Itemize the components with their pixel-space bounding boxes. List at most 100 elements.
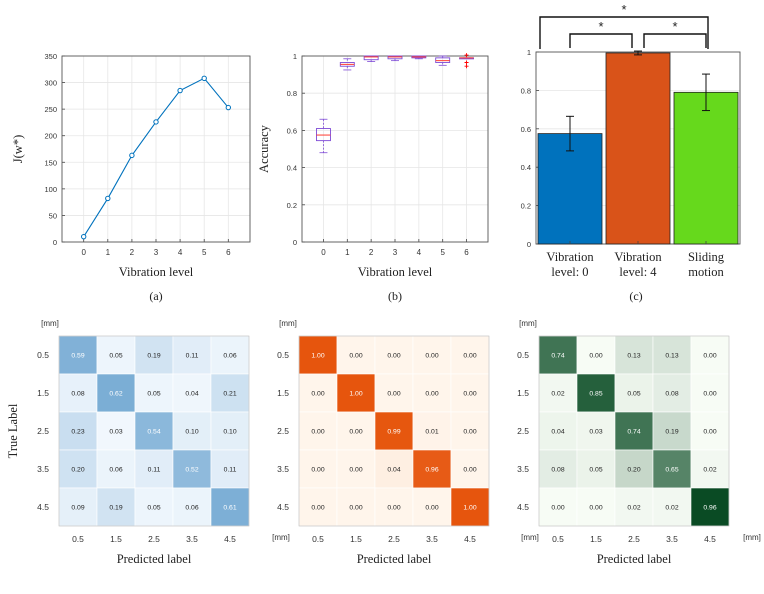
panel-e-confusion-matrix-cell-value: 0.00 — [311, 429, 324, 436]
panel-e-confusion-matrix-cell — [374, 373, 414, 413]
panel-e-confusion-matrix-cell-value: 0.00 — [349, 353, 362, 360]
panel-f-confusion-matrix-cell-value: 0.05 — [589, 467, 602, 474]
panel-b-xtick-label: 3 — [393, 248, 398, 257]
panel-e-confusion-matrix-cell — [336, 449, 376, 489]
panel-e-confusion-matrix-cell — [374, 449, 414, 489]
panel-f-confusion-matrix-frame — [538, 335, 730, 527]
panel-d-confusion-matrix-cell-value: 0.54 — [147, 429, 160, 436]
panel-d-confusion-matrix-frame — [58, 335, 250, 527]
panel-f-confusion-matrix-cell — [690, 373, 730, 413]
panel-d-confusion-matrix-cell-value: 0.10 — [185, 429, 198, 436]
panel-e-confusion-matrix-cell-value: 0.00 — [349, 505, 362, 512]
panel-c-category-label: level: 0 — [551, 265, 588, 279]
panel-b-xtick-label: 2 — [369, 248, 374, 257]
panel-f-confusion-matrix-cell-value: 0.02 — [703, 467, 716, 474]
panel-e-confusion-matrix-cell — [450, 373, 490, 413]
panel-a-ytick-label: 350 — [44, 52, 57, 61]
panel-e-confusion-matrix-cell-value: 0.00 — [349, 467, 362, 474]
panel-a-xtick-label: 1 — [106, 248, 111, 257]
panel-e-confusion-matrix: 1.00 0.00 0.00 0.00 0.00 0.00 1.00 0.00 0.00 0.00… — [277, 319, 539, 566]
panel-f-confusion-matrix-cell-value: 0.08 — [665, 391, 678, 398]
panel-c-significance-star: * — [672, 19, 677, 34]
panel-f-confusion-matrix-ytick-label: 0.5 — [517, 350, 529, 360]
panel-f-confusion-matrix-cell-value: 0.04 — [551, 429, 564, 436]
panel-d-confusion-matrix-xlabel: Predicted label — [117, 552, 192, 566]
panel-f-confusion-matrix-ytick-label: 4.5 — [517, 502, 529, 512]
panel-e-confusion-matrix-cell — [298, 411, 338, 451]
panel-f-confusion-matrix-xtick-label: 1.5 — [590, 534, 602, 544]
panel-f-confusion-matrix-cell-value: 0.00 — [703, 429, 716, 436]
panel-d-confusion-matrix-cell — [134, 487, 174, 527]
panel-e-confusion-matrix-cell — [412, 411, 452, 451]
panel-b-outlier — [464, 64, 469, 69]
panel-d-confusion-matrix-xtick-label: 2.5 — [148, 534, 160, 544]
panel-a-ytick-label: 200 — [44, 132, 57, 141]
panel-f-confusion-matrix-cell-value: 0.74 — [551, 353, 564, 360]
panel-d-confusion-matrix-xtick-label: 4.5 — [224, 534, 236, 544]
panel-a-xtick-label: 0 — [81, 248, 86, 257]
panel-d-confusion-matrix-unit-y: [mm] — [41, 319, 59, 328]
panel-e-confusion-matrix-cell-value: 1.00 — [349, 391, 362, 398]
panel-c-significance-bracket — [539, 16, 709, 49]
panel-e-confusion-matrix-cell-value: 0.00 — [463, 353, 476, 360]
panel-e-confusion-matrix-cell-value: 1.00 — [463, 505, 476, 512]
panel-d-confusion-matrix-cell-value: 0.06 — [223, 353, 236, 360]
panel-f-confusion-matrix-xtick-label: 3.5 — [666, 534, 678, 544]
panel-c-bar — [605, 52, 671, 245]
panel-d-confusion-matrix-cell — [58, 373, 98, 413]
panel-a-xlabel: Vibration level — [119, 265, 194, 279]
panel-e-confusion-matrix-ytick-label: 1.5 — [277, 388, 289, 398]
panel-f-confusion-matrix-cell — [690, 449, 730, 489]
panel-c-category-label: Vibration — [614, 250, 662, 264]
panel-d-confusion-matrix-unit-x: [mm] — [272, 533, 290, 542]
panel-e-confusion-matrix-cell-value: 0.00 — [311, 391, 324, 398]
panel-f-confusion-matrix-cell-value: 0.02 — [551, 391, 564, 398]
panel-f-confusion-matrix-cell-value: 0.08 — [551, 467, 564, 474]
panel-c-category-label: Sliding — [688, 250, 725, 264]
panel-e-confusion-matrix-ytick-label: 4.5 — [277, 502, 289, 512]
panel-e-confusion-matrix-xlabel: Predicted label — [357, 552, 432, 566]
panel-a-ytick-label: 150 — [44, 158, 57, 167]
panel-a-xtick-label: 6 — [226, 248, 231, 257]
panel-b-box — [387, 55, 403, 62]
panel-d-confusion-matrix-cell-value: 0.08 — [71, 391, 84, 398]
panel-e-confusion-matrix-cell-value: 0.00 — [311, 505, 324, 512]
panel-b-box — [339, 58, 355, 71]
panel-b-xtick-label: 6 — [464, 248, 469, 257]
panel-f-confusion-matrix-cell — [576, 487, 616, 527]
panel-f-confusion-matrix-cell-value: 0.00 — [703, 353, 716, 360]
panel-d-confusion-matrix-cell — [134, 335, 174, 375]
panel-d-confusion-matrix-xtick-label: 3.5 — [186, 534, 198, 544]
panel-e-confusion-matrix-cell — [450, 449, 490, 489]
panel-a-point — [80, 233, 87, 240]
panel-b-box — [411, 55, 427, 60]
panel-b-box — [316, 118, 331, 154]
panel-d-confusion-matrix-cell — [172, 487, 212, 527]
panel-e-confusion-matrix-cell-value: 0.04 — [387, 467, 400, 474]
panel-e-confusion-matrix-cell-value: 0.00 — [349, 429, 362, 436]
panel-e-confusion-matrix-cell — [298, 487, 338, 527]
panel-f-confusion-matrix-cell-value: 0.65 — [665, 467, 678, 474]
panel-b-box — [363, 55, 379, 62]
panel-a-point — [225, 104, 232, 111]
panel-d-confusion-matrix-cell-value: 0.62 — [109, 391, 122, 398]
panel-e-confusion-matrix-cell — [374, 335, 414, 375]
panel-d-confusion-matrix-cell-value: 0.20 — [71, 467, 84, 474]
panel-b-box — [459, 53, 474, 69]
panel-e-confusion-matrix-ytick-label: 2.5 — [277, 426, 289, 436]
panel-d-confusion-matrix-cell — [96, 449, 136, 489]
panel-c-bar — [673, 91, 739, 245]
panel-a-line-chart: 0 50 100 150 200 250 300 350 0 1 2 3 4 5 6 Vibration le… — [11, 52, 251, 303]
panel-a-ylabel: J(w*) — [11, 135, 25, 163]
panel-d-confusion-matrix-cell — [58, 411, 98, 451]
panel-d-confusion-matrix-cell-value: 0.04 — [185, 391, 198, 398]
panel-d-confusion-matrix-cell — [96, 487, 136, 527]
panel-e-confusion-matrix-cell-value: 0.00 — [387, 353, 400, 360]
panel-f-confusion-matrix-ytick-label: 2.5 — [517, 426, 529, 436]
panel-d-confusion-matrix-cell-value: 0.19 — [147, 353, 160, 360]
panel-d-confusion-matrix-cell — [210, 411, 250, 451]
panel-e-confusion-matrix-cell — [298, 373, 338, 413]
panel-b-box-plot: 0 0.2 0.4 0.6 0.8 1 0 1 2 3 4 5 6 Vibration level Accu… — [257, 52, 489, 303]
panel-d-confusion-matrix-ytick-label: 1.5 — [37, 388, 49, 398]
